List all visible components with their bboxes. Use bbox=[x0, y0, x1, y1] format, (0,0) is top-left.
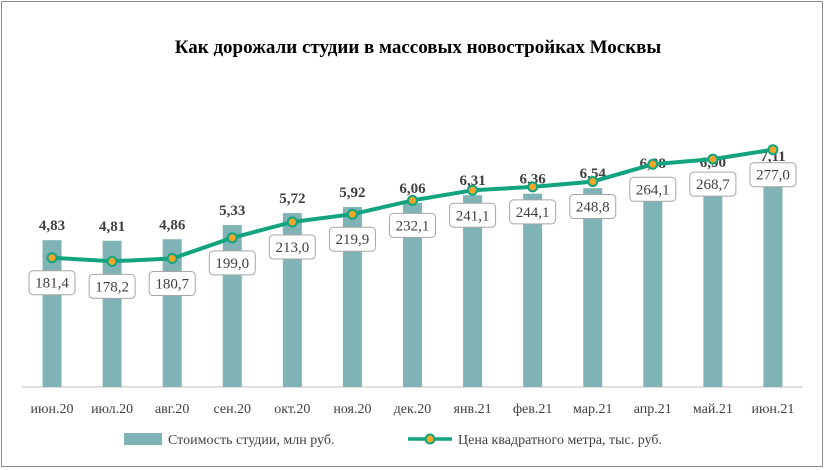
x-tick-label: фев.21 bbox=[513, 402, 552, 417]
x-tick-label: окт.20 bbox=[274, 402, 310, 417]
x-tick-label: июн.20 bbox=[31, 402, 74, 417]
bar-data-label: 5,92 bbox=[339, 185, 365, 201]
line-data-label: 248,8 bbox=[576, 200, 610, 216]
bar-data-label: 4,83 bbox=[39, 218, 65, 234]
bar bbox=[523, 193, 543, 387]
x-tick-label: сен.20 bbox=[213, 402, 251, 417]
line-marker bbox=[647, 158, 659, 170]
line-marker bbox=[226, 232, 238, 244]
line-data-label-box bbox=[268, 234, 316, 260]
line-marker bbox=[467, 184, 479, 196]
legend-bar-label: Стоимость студии, млн руб. bbox=[168, 433, 334, 448]
line-marker bbox=[106, 255, 118, 267]
line-data-label: 264,1 bbox=[636, 182, 670, 198]
bar bbox=[763, 170, 783, 387]
line-marker bbox=[767, 144, 779, 156]
line-marker bbox=[286, 216, 298, 228]
line-data-label-box bbox=[148, 271, 196, 297]
x-tick-label: авг.20 bbox=[155, 402, 190, 417]
x-tick-label: апр.21 bbox=[634, 402, 672, 417]
line-data-labels: 181,4 178,2 180,7 199,0 213,0 219,9 232,1 241,1… bbox=[28, 162, 797, 299]
line-data-label: 181,4 bbox=[35, 276, 69, 292]
line-marker bbox=[407, 194, 418, 206]
line-data-label: 199,0 bbox=[215, 256, 249, 272]
line-marker bbox=[166, 253, 178, 265]
bar bbox=[463, 195, 483, 387]
x-tick-label: июн.21 bbox=[751, 402, 794, 417]
bar bbox=[643, 177, 663, 387]
x-tick-label: янв.21 bbox=[454, 402, 492, 417]
line-data-label-box bbox=[208, 250, 256, 276]
line-marker bbox=[346, 208, 358, 220]
bar-data-label: 7,11 bbox=[760, 149, 785, 165]
line-data-label-box bbox=[749, 162, 797, 188]
line-data-label-box bbox=[689, 171, 737, 197]
line-data-label-box bbox=[389, 212, 436, 238]
line-data-label: 241,1 bbox=[456, 208, 490, 224]
line-data-label: 219,9 bbox=[336, 232, 370, 248]
x-tick-labels: июн.20 июл.20 авг.20 сен.20 окт.20 ноя.20 дек.… bbox=[31, 402, 795, 417]
line-markers bbox=[46, 144, 779, 267]
bar bbox=[583, 188, 603, 387]
x-tick-label: дек.20 bbox=[394, 402, 432, 417]
legend-line-marker bbox=[424, 433, 436, 445]
line-data-label-box bbox=[328, 226, 376, 252]
line-data-label-box bbox=[28, 270, 76, 296]
bar bbox=[703, 177, 723, 387]
bar-data-label: 5,72 bbox=[279, 191, 305, 207]
chart-title: Как дорожали студии в массовых новострой… bbox=[175, 37, 662, 58]
line-marker bbox=[527, 181, 539, 193]
line-data-label: 180,7 bbox=[155, 277, 189, 293]
line-data-label: 244,1 bbox=[516, 205, 550, 221]
line-data-label: 232,1 bbox=[396, 218, 430, 234]
bar bbox=[403, 202, 422, 387]
bar bbox=[222, 224, 242, 387]
legend-bar-swatch bbox=[124, 433, 162, 445]
x-tick-label: июл.20 bbox=[91, 402, 133, 417]
x-tick-label: мар.21 bbox=[573, 402, 612, 417]
x-tick-label: ноя.20 bbox=[333, 402, 371, 417]
line-data-label-box bbox=[569, 194, 617, 220]
legend: Стоимость студии, млн руб. Цена квадратн… bbox=[124, 433, 662, 448]
line-marker bbox=[707, 153, 719, 165]
line-marker bbox=[587, 176, 599, 188]
bar-data-label: 4,86 bbox=[159, 217, 186, 233]
bar-data-label: 6,36 bbox=[520, 172, 547, 188]
line-data-label-box bbox=[509, 199, 557, 225]
line-data-label-box bbox=[629, 176, 677, 202]
line-data-label: 268,7 bbox=[696, 177, 730, 193]
line-data-label-box bbox=[88, 273, 136, 299]
bar-data-label: 4,81 bbox=[99, 219, 125, 235]
x-tick-label: май.21 bbox=[693, 402, 733, 417]
line-data-label: 178,2 bbox=[95, 279, 129, 295]
legend-line-label: Цена квадратного метра, тыс. руб. bbox=[458, 433, 662, 448]
line-data-label: 277,0 bbox=[756, 168, 790, 184]
bar-data-label: 6,31 bbox=[459, 173, 485, 189]
line-data-label: 213,0 bbox=[275, 240, 309, 256]
bar bbox=[342, 207, 362, 387]
bar-data-label: 6,06 bbox=[399, 181, 426, 197]
line-data-label-box bbox=[449, 202, 497, 228]
line-marker bbox=[46, 252, 58, 264]
bar-data-label: 5,33 bbox=[219, 203, 245, 219]
